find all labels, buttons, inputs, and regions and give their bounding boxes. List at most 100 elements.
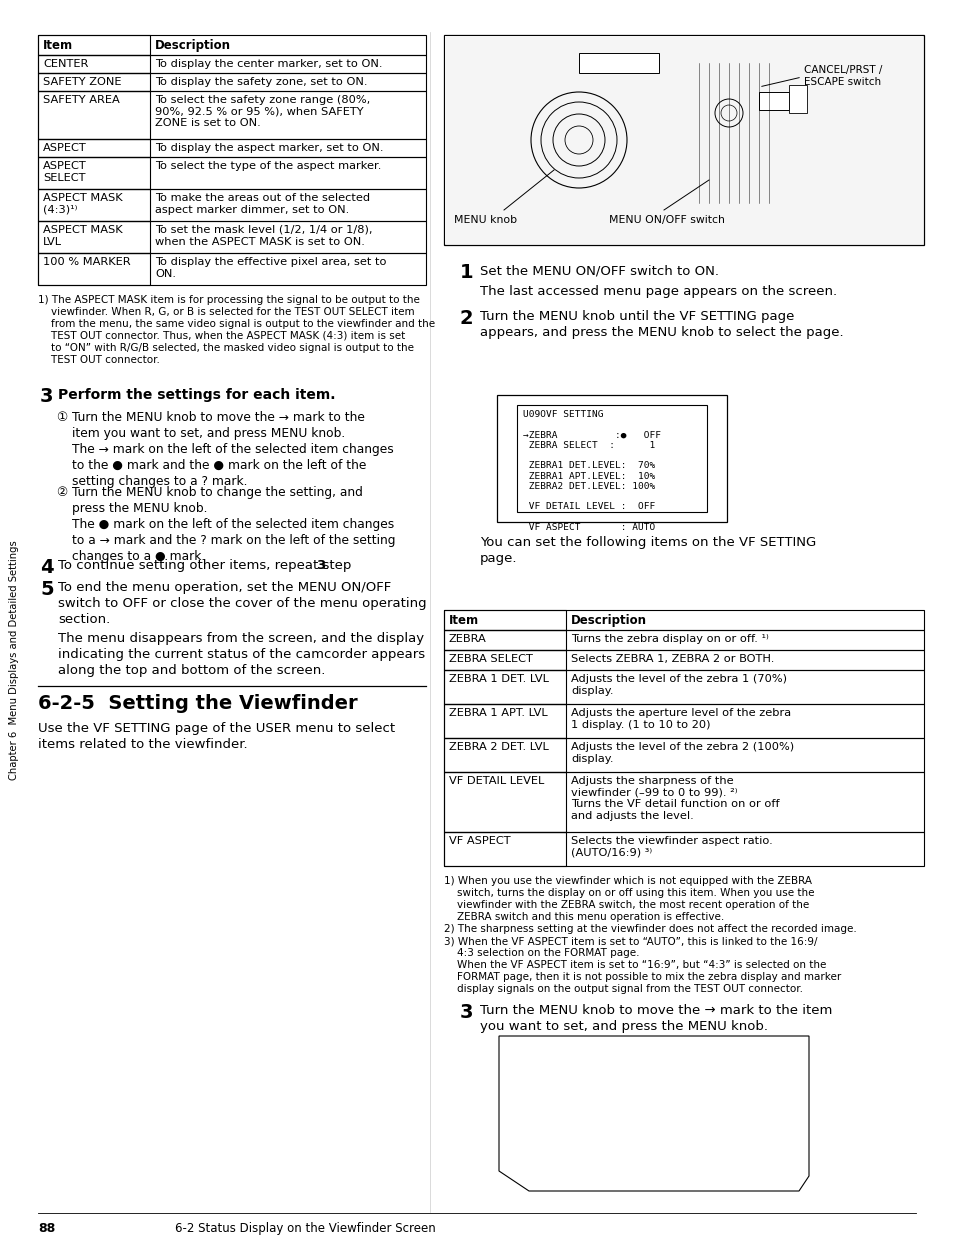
Text: Adjusts the level of the zebra 1 (70%)
display.: Adjusts the level of the zebra 1 (70%) d… [571, 674, 786, 695]
Text: Adjusts the level of the zebra 2 (100%)
display.: Adjusts the level of the zebra 2 (100%) … [571, 741, 793, 764]
Text: 3: 3 [459, 1003, 473, 1023]
Text: To set the mask level (1/2, 1/4 or 1/8),
when the ASPECT MASK is set to ON.: To set the mask level (1/2, 1/4 or 1/8),… [154, 225, 372, 246]
Text: ASPECT MASK
LVL: ASPECT MASK LVL [43, 225, 123, 246]
Text: 100 % MARKER: 100 % MARKER [43, 258, 131, 267]
Text: ASPECT
SELECT: ASPECT SELECT [43, 160, 87, 183]
Text: Use the VF SETTING page of the USER menu to select
items related to the viewfind: Use the VF SETTING page of the USER menu… [38, 722, 395, 751]
Bar [443, 773, 565, 832]
Bar [517, 406, 706, 513]
Text: SAFETY ZONE: SAFETY ZONE [43, 77, 121, 87]
Text: To display the safety zone, set to ON.: To display the safety zone, set to ON. [154, 77, 367, 87]
Text: To make the areas out of the selected
aspect marker dimmer, set to ON.: To make the areas out of the selected as… [154, 193, 370, 215]
Text: Item: Item [43, 39, 73, 52]
Bar [443, 610, 565, 629]
Text: CENTER: CENTER [43, 58, 89, 68]
Text: Adjusts the aperture level of the zebra
1 display. (1 to 10 to 20): Adjusts the aperture level of the zebra … [571, 708, 790, 729]
Text: 88: 88 [38, 1222, 55, 1235]
Text: ASPECT: ASPECT [43, 143, 87, 153]
Text: ZEBRA: ZEBRA [449, 634, 486, 644]
Text: ZEBRA SELECT: ZEBRA SELECT [449, 654, 533, 664]
Bar [578, 53, 659, 73]
Bar [38, 35, 150, 55]
Bar [443, 610, 923, 629]
Bar [759, 92, 788, 109]
Bar [38, 157, 150, 189]
Text: To display the center marker, set to ON.: To display the center marker, set to ON. [154, 58, 382, 68]
Bar [443, 35, 923, 245]
Text: 6-2 Status Display on the Viewfinder Screen: 6-2 Status Display on the Viewfinder Scr… [174, 1222, 436, 1235]
Text: 2: 2 [459, 309, 473, 328]
Bar [443, 832, 565, 866]
Text: To display the aspect marker, set to ON.: To display the aspect marker, set to ON. [154, 143, 383, 153]
Text: ZEBRA 1 APT. LVL: ZEBRA 1 APT. LVL [449, 708, 547, 718]
Bar [38, 55, 426, 73]
Text: SAFETY AREA: SAFETY AREA [43, 95, 120, 104]
Bar [443, 629, 923, 651]
Bar [38, 253, 150, 285]
Text: ①: ① [56, 411, 67, 424]
Text: Turn the MENU knob until the VF SETTING page
appears, and press the MENU knob to: Turn the MENU knob until the VF SETTING … [479, 310, 842, 340]
Text: 1) The ASPECT MASK item is for processing the signal to be output to the
    vie: 1) The ASPECT MASK item is for processin… [38, 295, 435, 364]
Bar [443, 704, 923, 738]
Bar [38, 189, 426, 221]
Text: MENU ON/OFF switch: MENU ON/OFF switch [608, 215, 724, 225]
Bar [38, 221, 426, 253]
Text: 5: 5 [40, 580, 53, 600]
Text: Description: Description [154, 39, 231, 52]
Bar [38, 73, 150, 91]
Text: ZEBRA 2 DET. LVL: ZEBRA 2 DET. LVL [449, 741, 548, 753]
Bar [443, 832, 923, 866]
Text: CANCEL/PRST /
ESCAPE switch: CANCEL/PRST / ESCAPE switch [803, 65, 882, 87]
Bar [443, 773, 923, 832]
Bar [443, 671, 923, 704]
Text: 3: 3 [315, 559, 325, 572]
Text: 3: 3 [40, 387, 53, 406]
Bar [444, 36, 923, 244]
Bar [38, 221, 150, 253]
Bar [38, 55, 150, 73]
Text: Description: Description [571, 615, 646, 627]
Bar [38, 253, 426, 285]
Text: ASPECT MASK
(4:3)¹⁾: ASPECT MASK (4:3)¹⁾ [43, 193, 123, 215]
Text: ZEBRA 1 DET. LVL: ZEBRA 1 DET. LVL [449, 674, 548, 684]
Bar [38, 139, 150, 157]
Text: To select the type of the aspect marker.: To select the type of the aspect marker. [154, 160, 381, 170]
Bar [38, 157, 426, 189]
Bar [443, 704, 565, 738]
Bar [38, 139, 426, 157]
Text: 4: 4 [40, 559, 53, 577]
Text: MENU knob: MENU knob [454, 215, 517, 225]
Text: Turn the MENU knob to move the → mark to the
item you want to set, and press MEN: Turn the MENU knob to move the → mark to… [71, 411, 394, 488]
Text: U09OVF SETTING

→ZEBRA          :●   OFF
 ZEBRA SELECT  :      1

 ZEBRA1 DET.LE: U09OVF SETTING →ZEBRA :● OFF ZEBRA SELEC… [522, 411, 660, 532]
Bar [38, 73, 426, 91]
Text: Turns the zebra display on or off. ¹⁾: Turns the zebra display on or off. ¹⁾ [571, 634, 768, 644]
Text: Selects ZEBRA 1, ZEBRA 2 or BOTH.: Selects ZEBRA 1, ZEBRA 2 or BOTH. [571, 654, 774, 664]
Text: VF ASPECT: VF ASPECT [449, 836, 510, 846]
Text: Chapter 6  Menu Displays and Detailed Settings: Chapter 6 Menu Displays and Detailed Set… [9, 540, 19, 780]
Bar [443, 671, 565, 704]
Bar [38, 91, 426, 139]
Text: The last accessed menu page appears on the screen.: The last accessed menu page appears on t… [479, 285, 836, 299]
Text: Selects the viewfinder aspect ratio.
(AUTO/16:9) ³⁾: Selects the viewfinder aspect ratio. (AU… [571, 836, 772, 857]
Bar [443, 629, 565, 651]
Text: The menu disappears from the screen, and the display
indicating the current stat: The menu disappears from the screen, and… [58, 632, 425, 677]
Text: ②: ② [56, 486, 67, 499]
Text: 1: 1 [459, 262, 473, 282]
Text: Adjusts the sharpness of the
viewfinder (–99 to 0 to 99). ²⁾
Turns the VF detail: Adjusts the sharpness of the viewfinder … [571, 776, 779, 821]
Bar [38, 35, 426, 55]
Text: To continue setting other items, repeat step: To continue setting other items, repeat … [58, 559, 355, 572]
Text: You can set the following items on the VF SETTING
page.: You can set the following items on the V… [479, 536, 816, 565]
Bar [38, 189, 150, 221]
Text: 6-2-5  Setting the Viewfinder: 6-2-5 Setting the Viewfinder [38, 694, 357, 713]
Text: .: . [325, 559, 329, 572]
Text: Turn the MENU knob to change the setting, and
press the MENU knob.
The ● mark on: Turn the MENU knob to change the setting… [71, 486, 395, 564]
Text: Perform the settings for each item.: Perform the settings for each item. [58, 388, 335, 402]
Bar [443, 738, 565, 773]
Text: Item: Item [449, 615, 478, 627]
Text: 1) When you use the viewfinder which is not equipped with the ZEBRA
    switch, : 1) When you use the viewfinder which is … [443, 876, 856, 994]
Text: Turn the MENU knob to move the → mark to the item
you want to set, and press the: Turn the MENU knob to move the → mark to… [479, 1004, 832, 1033]
Bar [38, 91, 150, 139]
Bar [443, 651, 565, 671]
Text: To end the menu operation, set the MENU ON/OFF
switch to OFF or close the cover : To end the menu operation, set the MENU … [58, 581, 426, 626]
Text: To select the safety zone range (80%,
90%, 92.5 % or 95 %), when SAFETY
ZONE is : To select the safety zone range (80%, 90… [154, 95, 370, 128]
